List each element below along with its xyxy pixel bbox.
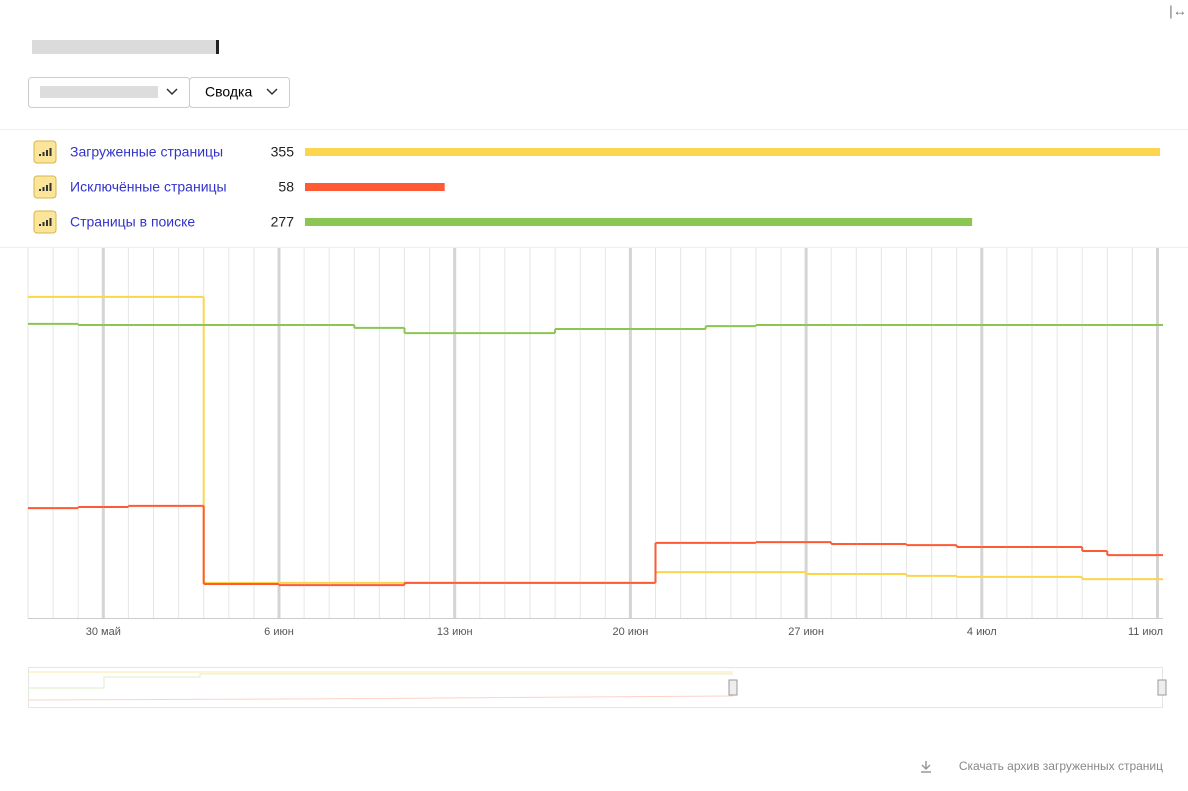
- x-tick-label: 6 июн: [264, 626, 294, 638]
- download-text[interactable]: Скачать архив загруженных страниц: [959, 759, 1163, 773]
- legend-total: 58: [278, 179, 294, 195]
- view-select-label[interactable]: Сводка: [205, 84, 252, 100]
- legend-icon-bar: [46, 220, 48, 226]
- legend-icon[interactable]: [33, 140, 57, 164]
- legend-icon-bar: [39, 154, 41, 156]
- x-tick-label: 4 июл: [967, 626, 997, 638]
- blurred-title: [32, 40, 219, 54]
- legend-icon-bar: [42, 187, 45, 191]
- legend-total: 277: [271, 214, 295, 230]
- legend-bar: [305, 183, 445, 191]
- legend-icon[interactable]: [33, 175, 57, 199]
- legend-icon-bar: [42, 152, 45, 156]
- legend-icon-bar: [39, 224, 41, 226]
- legend-bar: [305, 218, 973, 226]
- legend-icon-bar: [46, 150, 48, 156]
- x-tick-label: 27 июн: [788, 626, 824, 638]
- legend-bar: [305, 148, 1160, 156]
- legend-icon-bar: [49, 218, 52, 226]
- legend-icon-bar: [39, 189, 41, 191]
- legend-icon-bar: [49, 183, 52, 191]
- legend-total: 355: [271, 144, 295, 160]
- legend-icon-bar: [49, 148, 52, 156]
- x-tick-label: 11 июл: [1128, 626, 1163, 638]
- legend-name[interactable]: Страницы в поиске: [70, 214, 195, 230]
- legend-icon-bar: [46, 185, 48, 191]
- legend-icon[interactable]: [33, 210, 57, 234]
- legend-name[interactable]: Исключённые страницы: [70, 179, 227, 195]
- view-select[interactable]: Сводка: [189, 77, 290, 108]
- x-tick-label: 13 июн: [437, 626, 473, 638]
- x-tick-label: 30 май: [86, 626, 121, 638]
- legend-icon-bar: [42, 222, 45, 226]
- site-select[interactable]: [28, 77, 190, 108]
- legend-name[interactable]: Загруженные страницы: [70, 144, 223, 160]
- download-link[interactable]: Скачать архив загруженных страниц: [921, 759, 1163, 773]
- navigator[interactable]: [27, 667, 1167, 708]
- expand-icon[interactable]: |↔: [1169, 3, 1187, 19]
- x-tick-label: 20 июн: [613, 626, 649, 638]
